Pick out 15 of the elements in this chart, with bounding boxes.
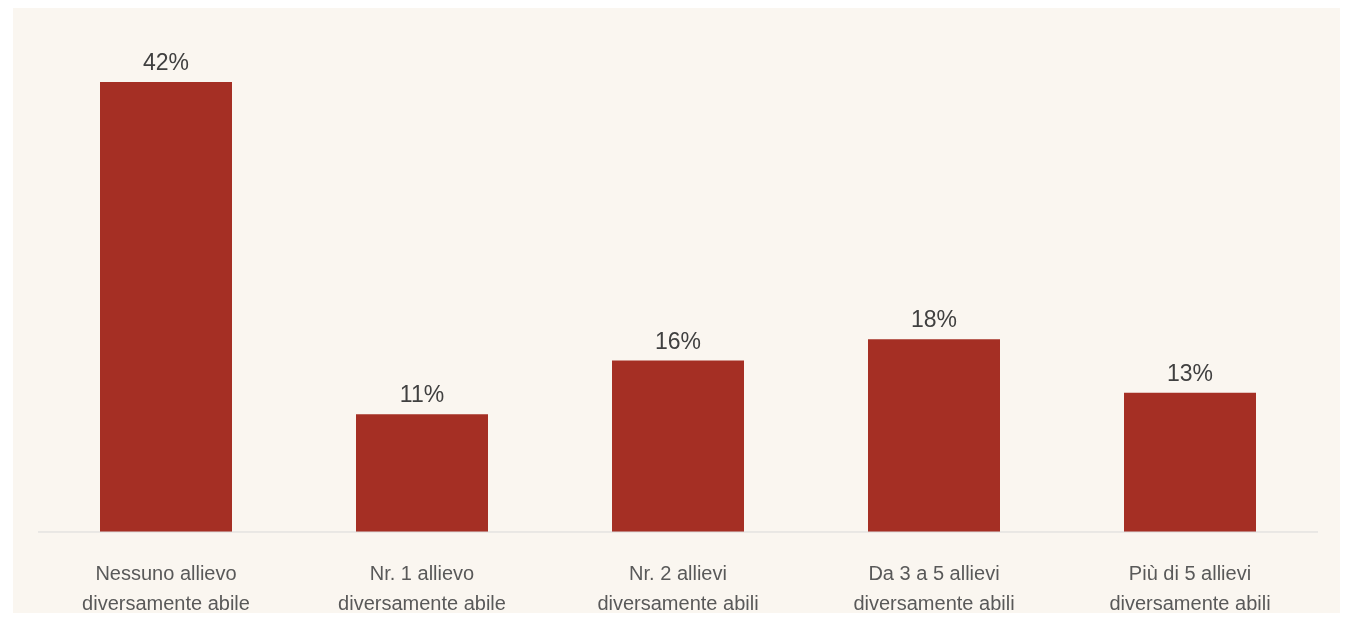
bar	[868, 339, 1000, 532]
x-tick-label: Nessuno allievo diversamente abile	[82, 562, 250, 614]
bar	[356, 414, 488, 532]
data-label: 11%	[399, 381, 445, 408]
x-tick-label: Nr. 2 allievi diversamente abili	[597, 562, 759, 614]
data-label: 42%	[142, 49, 190, 75]
bar	[612, 360, 744, 532]
data-label: 16%	[654, 327, 702, 354]
x-tick-label: Da 3 a 5 allievi diversamente abili	[853, 562, 1015, 614]
data-label: 18%	[910, 306, 958, 333]
bar	[1124, 392, 1256, 532]
bar	[100, 82, 232, 532]
x-tick-label: Nr. 1 allievo diversamente abile	[338, 562, 506, 614]
x-tick-label: Più di 5 allievi diversamente abili	[1109, 562, 1271, 614]
data-label: 13%	[1166, 359, 1214, 386]
